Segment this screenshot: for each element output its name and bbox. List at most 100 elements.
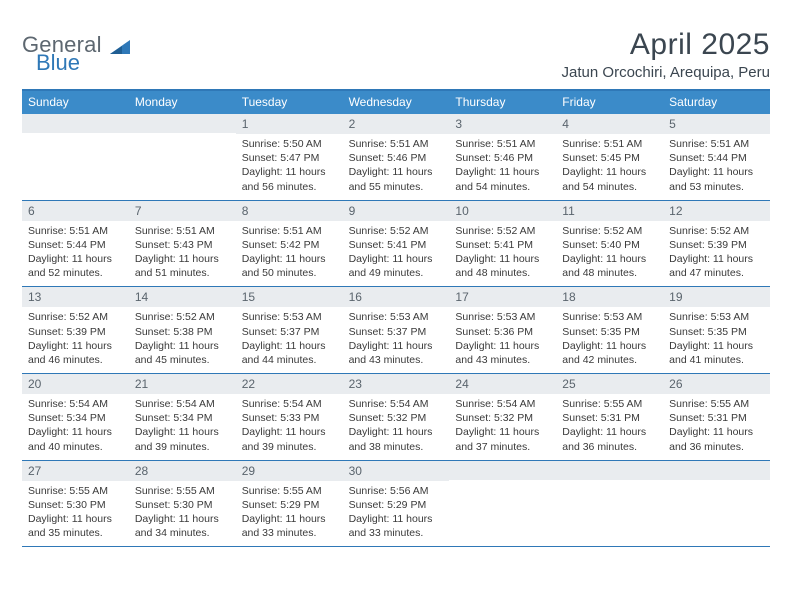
sunrise-text: Sunrise: 5:50 AM: [242, 137, 337, 151]
week-data-row: Sunrise: 5:54 AMSunset: 5:34 PMDaylight:…: [22, 394, 770, 461]
day-data-cell: Sunrise: 5:52 AMSunset: 5:41 PMDaylight:…: [343, 221, 450, 287]
sunrise-text: Sunrise: 5:53 AM: [455, 310, 550, 324]
sunset-text: Sunset: 5:30 PM: [135, 498, 230, 512]
day-number: 22: [236, 374, 343, 394]
sunset-text: Sunset: 5:32 PM: [349, 411, 444, 425]
day-cell: 16: [343, 287, 450, 307]
day-data: Sunrise: 5:53 AMSunset: 5:35 PMDaylight:…: [556, 307, 663, 373]
daylight-text: Daylight: 11 hours and 50 minutes.: [242, 252, 337, 280]
day-data-cell: Sunrise: 5:53 AMSunset: 5:37 PMDaylight:…: [343, 307, 450, 373]
sunset-text: Sunset: 5:45 PM: [562, 151, 657, 165]
location-subtitle: Jatun Orcochiri, Arequipa, Peru: [562, 64, 770, 81]
day-data-cell: [663, 481, 770, 547]
sunset-text: Sunset: 5:29 PM: [349, 498, 444, 512]
day-data-cell: [449, 481, 556, 547]
sunset-text: Sunset: 5:35 PM: [562, 325, 657, 339]
sunset-text: Sunset: 5:32 PM: [455, 411, 550, 425]
daylight-text: Daylight: 11 hours and 48 minutes.: [562, 252, 657, 280]
daylight-text: Daylight: 11 hours and 39 minutes.: [135, 425, 230, 453]
week-row: 20212223242526: [22, 374, 770, 394]
day-data: Sunrise: 5:52 AMSunset: 5:40 PMDaylight:…: [556, 221, 663, 287]
day-number: [129, 114, 236, 133]
dow-sunday: Sunday: [22, 91, 129, 114]
day-cell: 23: [343, 374, 450, 394]
day-cell: [449, 461, 556, 481]
sunrise-text: Sunrise: 5:51 AM: [242, 224, 337, 238]
day-data-cell: Sunrise: 5:51 AMSunset: 5:42 PMDaylight:…: [236, 221, 343, 287]
sunset-text: Sunset: 5:34 PM: [28, 411, 123, 425]
day-data: Sunrise: 5:53 AMSunset: 5:37 PMDaylight:…: [343, 307, 450, 373]
dow-tuesday: Tuesday: [236, 91, 343, 114]
daylight-text: Daylight: 11 hours and 34 minutes.: [135, 512, 230, 540]
daylight-text: Daylight: 11 hours and 40 minutes.: [28, 425, 123, 453]
sunrise-text: Sunrise: 5:53 AM: [349, 310, 444, 324]
day-data: Sunrise: 5:51 AMSunset: 5:43 PMDaylight:…: [129, 221, 236, 287]
sunrise-text: Sunrise: 5:54 AM: [135, 397, 230, 411]
day-number: 10: [449, 201, 556, 221]
week-row: 27282930: [22, 461, 770, 481]
day-cell: 7: [129, 201, 236, 221]
sunrise-text: Sunrise: 5:56 AM: [349, 484, 444, 498]
sunset-text: Sunset: 5:31 PM: [669, 411, 764, 425]
day-number: 19: [663, 287, 770, 307]
daylight-text: Daylight: 11 hours and 36 minutes.: [669, 425, 764, 453]
calendar-grid: Sunday Monday Tuesday Wednesday Thursday…: [22, 89, 770, 547]
daylight-text: Daylight: 11 hours and 53 minutes.: [669, 165, 764, 193]
day-number: 27: [22, 461, 129, 481]
day-data-cell: Sunrise: 5:50 AMSunset: 5:47 PMDaylight:…: [236, 134, 343, 200]
day-data-cell: Sunrise: 5:55 AMSunset: 5:31 PMDaylight:…: [556, 394, 663, 460]
day-number: 14: [129, 287, 236, 307]
day-number: 9: [343, 201, 450, 221]
day-data: Sunrise: 5:52 AMSunset: 5:39 PMDaylight:…: [663, 221, 770, 287]
day-number: 7: [129, 201, 236, 221]
day-number: 20: [22, 374, 129, 394]
day-data-cell: [556, 481, 663, 547]
day-data: [449, 481, 556, 541]
day-data-cell: Sunrise: 5:51 AMSunset: 5:45 PMDaylight:…: [556, 134, 663, 200]
day-data: [556, 481, 663, 541]
day-cell: 13: [22, 287, 129, 307]
sunrise-text: Sunrise: 5:52 AM: [669, 224, 764, 238]
day-data-cell: Sunrise: 5:51 AMSunset: 5:43 PMDaylight:…: [129, 221, 236, 287]
day-cell: 28: [129, 461, 236, 481]
sunrise-text: Sunrise: 5:51 AM: [135, 224, 230, 238]
day-number: 4: [556, 114, 663, 134]
day-number: 3: [449, 114, 556, 134]
day-cell: 18: [556, 287, 663, 307]
sunrise-text: Sunrise: 5:53 AM: [562, 310, 657, 324]
sunrise-text: Sunrise: 5:55 AM: [135, 484, 230, 498]
day-data-cell: Sunrise: 5:54 AMSunset: 5:34 PMDaylight:…: [129, 394, 236, 460]
daylight-text: Daylight: 11 hours and 33 minutes.: [242, 512, 337, 540]
day-cell: 12: [663, 201, 770, 221]
daylight-text: Daylight: 11 hours and 44 minutes.: [242, 339, 337, 367]
sunrise-text: Sunrise: 5:53 AM: [242, 310, 337, 324]
sunrise-text: Sunrise: 5:54 AM: [455, 397, 550, 411]
daylight-text: Daylight: 11 hours and 56 minutes.: [242, 165, 337, 193]
day-data-cell: Sunrise: 5:51 AMSunset: 5:44 PMDaylight:…: [663, 134, 770, 200]
sunset-text: Sunset: 5:40 PM: [562, 238, 657, 252]
sunset-text: Sunset: 5:41 PM: [455, 238, 550, 252]
sunrise-text: Sunrise: 5:51 AM: [562, 137, 657, 151]
day-data: Sunrise: 5:54 AMSunset: 5:32 PMDaylight:…: [343, 394, 450, 460]
sunset-text: Sunset: 5:39 PM: [669, 238, 764, 252]
day-data-cell: Sunrise: 5:54 AMSunset: 5:32 PMDaylight:…: [343, 394, 450, 460]
week-row: 13141516171819: [22, 287, 770, 307]
sunrise-text: Sunrise: 5:54 AM: [349, 397, 444, 411]
day-cell: 14: [129, 287, 236, 307]
day-data-cell: Sunrise: 5:54 AMSunset: 5:33 PMDaylight:…: [236, 394, 343, 460]
dow-thursday: Thursday: [449, 91, 556, 114]
day-cell: 17: [449, 287, 556, 307]
day-data-cell: Sunrise: 5:52 AMSunset: 5:39 PMDaylight:…: [22, 307, 129, 373]
sunset-text: Sunset: 5:41 PM: [349, 238, 444, 252]
daylight-text: Daylight: 11 hours and 54 minutes.: [455, 165, 550, 193]
day-data-cell: [22, 134, 129, 200]
day-number: 5: [663, 114, 770, 134]
day-data: Sunrise: 5:55 AMSunset: 5:30 PMDaylight:…: [22, 481, 129, 547]
dow-wednesday: Wednesday: [343, 91, 450, 114]
day-number: 11: [556, 201, 663, 221]
day-cell: [129, 114, 236, 134]
day-data-cell: Sunrise: 5:52 AMSunset: 5:40 PMDaylight:…: [556, 221, 663, 287]
day-data-cell: Sunrise: 5:56 AMSunset: 5:29 PMDaylight:…: [343, 481, 450, 547]
day-number: 21: [129, 374, 236, 394]
dow-friday: Friday: [556, 91, 663, 114]
